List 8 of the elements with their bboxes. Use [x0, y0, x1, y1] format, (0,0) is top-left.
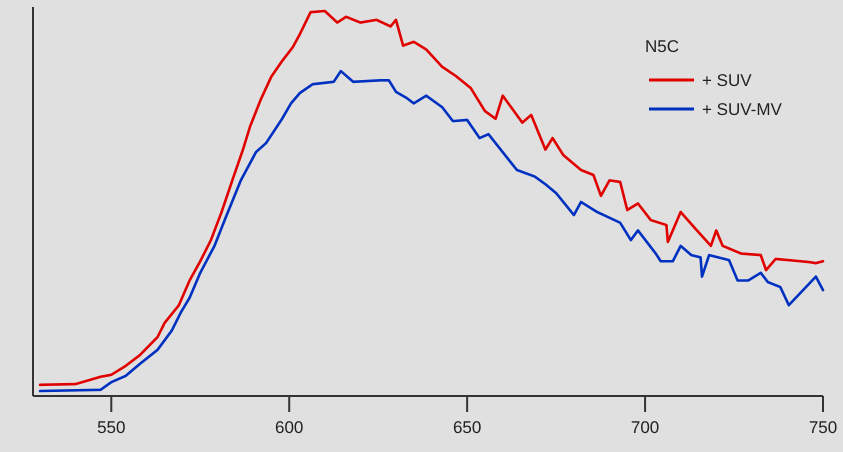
- x-tick-label: 550: [97, 418, 126, 437]
- x-tick-label: 600: [275, 418, 304, 437]
- x-tick-label: 650: [452, 418, 482, 437]
- x-tick-label: 700: [630, 418, 660, 437]
- legend-title: N5C: [645, 37, 680, 56]
- x-tick-label: 750: [808, 418, 838, 437]
- legend-label: + SUV-MV: [702, 100, 782, 119]
- legend-label: + SUV: [702, 71, 752, 90]
